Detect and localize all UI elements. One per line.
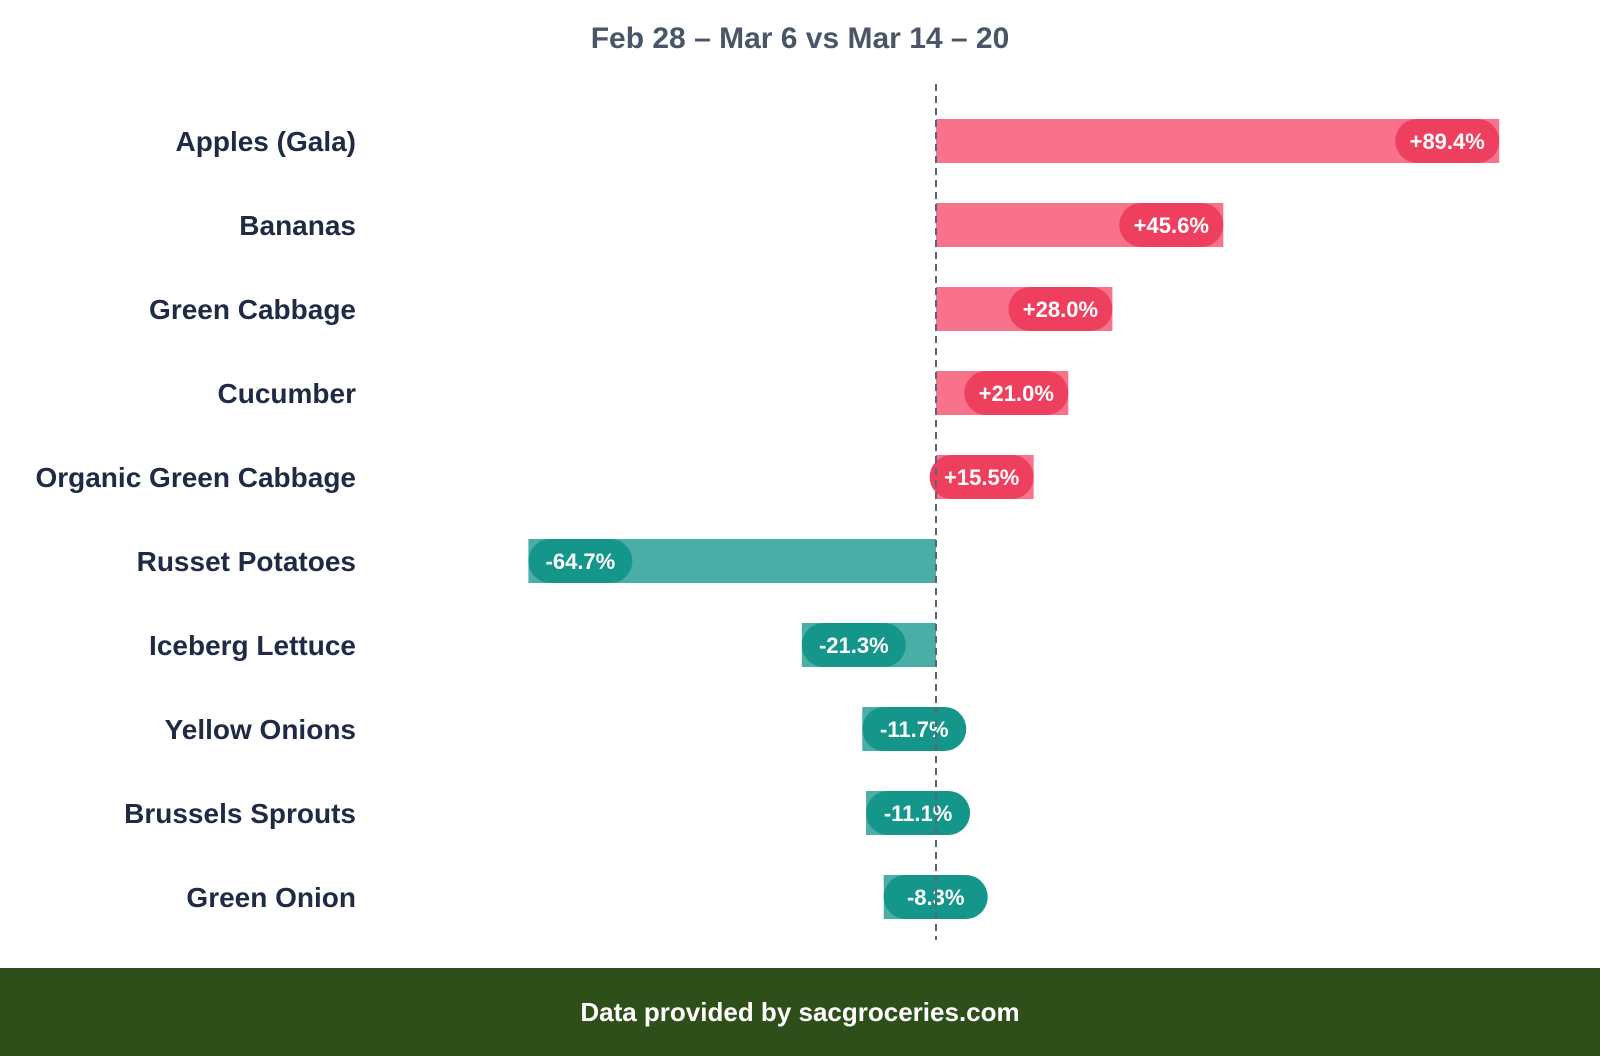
value-pill [862,707,967,751]
footer-banner: Data provided by sacgroceries.com [0,968,1600,1056]
data-label: +28.0% [1023,297,1098,322]
chart-title: Feb 28 – Mar 6 vs Mar 14 – 20 [590,22,1010,55]
data-label: -64.7% [546,549,616,574]
data-label: +21.0% [979,381,1054,406]
value-pill [528,539,633,583]
data-label: +15.5% [944,465,1019,490]
value-pill [1008,287,1113,331]
data-label: -11.1% [884,801,953,826]
value-pill [801,623,906,667]
data-label: -11.7% [880,717,949,742]
data-label: -21.3% [819,633,889,658]
value-pill [964,371,1069,415]
category-label: Russet Potatoes [137,546,356,577]
category-label: Organic Green Cabbage [35,462,356,493]
data-label: +45.6% [1134,213,1209,238]
category-label: Bananas [239,210,356,241]
value-pill [1119,203,1224,247]
category-label: Green Cabbage [149,294,356,325]
footer-credit: Data provided by sacgroceries.com [580,996,1020,1027]
value-pill [883,875,988,919]
bar-chart: Apples (Gala) +89.4% Bananas +45.6% Green Ca… [35,84,1500,940]
category-label: Brussels Sprouts [124,798,356,829]
category-label: Yellow Onions [165,714,356,745]
value-pill [866,791,971,835]
value-pill [1395,119,1500,163]
category-label: Green Onion [186,882,356,913]
category-label: Iceberg Lettuce [149,630,356,661]
value-pill [929,455,1034,499]
data-label: +89.4% [1410,129,1485,154]
category-label: Apples (Gala) [176,126,356,157]
category-label: Cucumber [218,378,357,409]
